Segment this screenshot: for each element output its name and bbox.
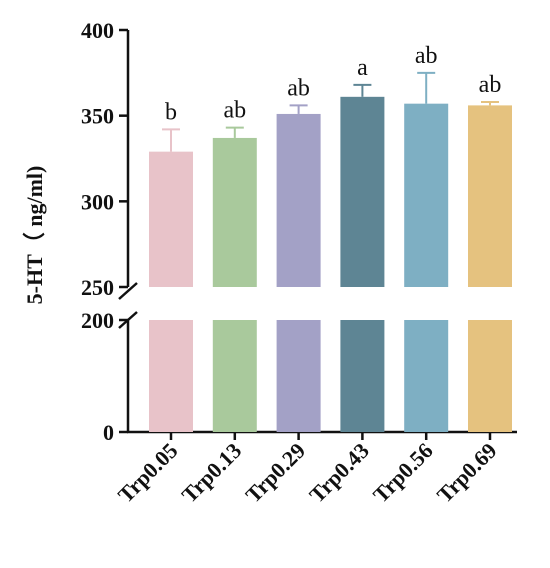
significance-label-Trp0.56: ab	[415, 43, 438, 69]
bar-upper-Trp0.29	[276, 113, 321, 287]
bar-upper-Trp0.43	[340, 96, 385, 287]
bar-lower-Trp0.05	[149, 320, 193, 432]
bar-lower-Trp0.56	[404, 320, 449, 432]
bar-lower-Trp0.13	[212, 320, 257, 432]
x-tick-label-Trp0.29: Trp0.29	[240, 438, 310, 508]
axes	[118, 28, 517, 440]
x-tick-label-Trp0.56: Trp0.56	[368, 438, 438, 508]
x-tick-label-Trp0.13: Trp0.13	[177, 438, 247, 508]
bar-lower-Trp0.43	[340, 320, 385, 432]
significance-label-Trp0.05: b	[165, 99, 177, 125]
bar-lower-Trp0.29	[276, 320, 321, 432]
bar-upper-Trp0.05	[149, 151, 193, 287]
y-tick-label-300: 300	[81, 189, 114, 214]
significance-label-Trp0.69: ab	[479, 72, 502, 98]
axis-break-mark-upper	[118, 282, 138, 300]
significance-label-Trp0.29: ab	[287, 75, 310, 101]
x-tick-label-Trp0.05: Trp0.05	[113, 438, 183, 508]
bar-upper-Trp0.13	[212, 137, 257, 287]
significance-label-Trp0.13: ab	[223, 98, 246, 124]
bar-lower-Trp0.69	[468, 320, 512, 432]
y-tick-label-200: 200	[81, 308, 114, 333]
bar-upper-Trp0.56	[404, 103, 449, 287]
y-tick-label-0: 0	[103, 420, 114, 445]
x-tick-label-Trp0.69: Trp0.69	[432, 438, 502, 508]
x-tick-label-Trp0.43: Trp0.43	[304, 438, 374, 508]
y-tick-label-250: 250	[81, 275, 114, 300]
y-axis-label: 5-HT（ ng/ml)	[22, 166, 47, 305]
bars	[149, 71, 512, 432]
bar-upper-Trp0.69	[468, 105, 512, 288]
significance-label-Trp0.43: a	[357, 55, 368, 81]
y-tick-label-400: 400	[81, 18, 114, 43]
y-tick-label-350: 350	[81, 104, 114, 129]
